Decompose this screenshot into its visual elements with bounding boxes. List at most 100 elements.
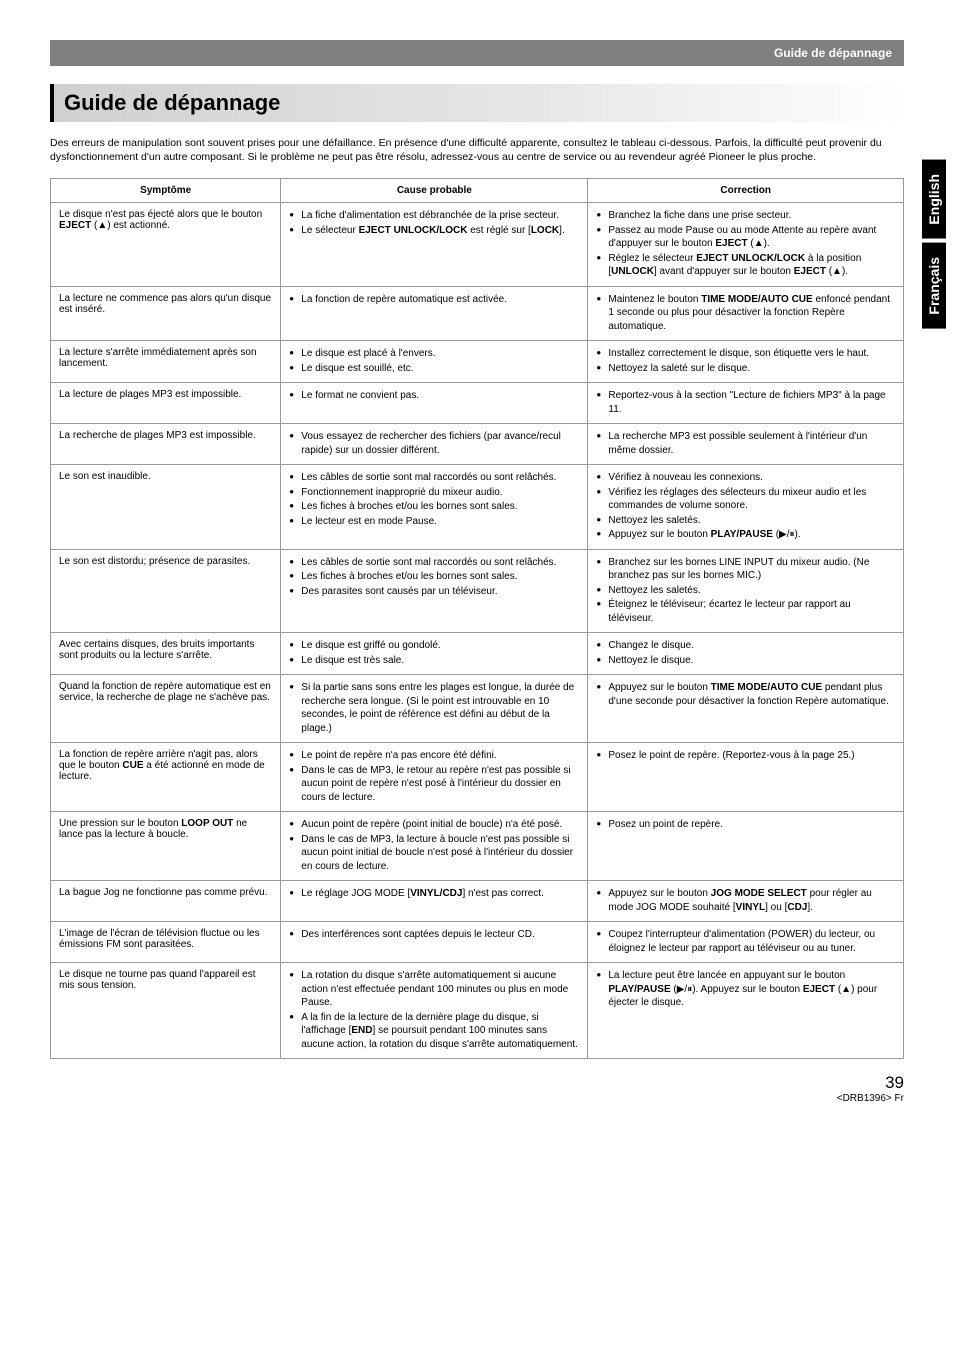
- list-item: Appuyez sur le bouton TIME MODE/AUTO CUE…: [608, 681, 895, 708]
- page-number: 39: [885, 1073, 904, 1092]
- list-item: Branchez sur les bornes LINE INPUT du mi…: [608, 556, 895, 583]
- list-item: Le disque est très sale.: [301, 654, 579, 668]
- page-footer: 39 <DRB1396> Fr: [50, 1073, 904, 1104]
- list-item: Passez au mode Pause ou au mode Attente …: [608, 224, 895, 251]
- list-item: Des parasites sont causés par un télévis…: [301, 585, 579, 599]
- list-item: La rotation du disque s'arrête automatiq…: [301, 969, 579, 1010]
- list-item: Le point de repère n'a pas encore été dé…: [301, 749, 579, 763]
- symptom-cell: La fonction de repère arrière n'agit pas…: [51, 743, 281, 812]
- doc-reference: <DRB1396> Fr: [837, 1093, 904, 1104]
- list-item: Les câbles de sortie sont mal raccordés …: [301, 556, 579, 570]
- list-item: Posez un point de repère.: [608, 818, 895, 832]
- symptom-cell: L'image de l'écran de télévision fluctue…: [51, 922, 281, 963]
- cause-cell: Si la partie sans sons entre les plages …: [281, 675, 588, 743]
- list-item: Branchez la fiche dans une prise secteur…: [608, 209, 895, 223]
- cause-cell: Le point de repère n'a pas encore été dé…: [281, 743, 588, 812]
- list-item: Les fiches à broches et/ou les bornes so…: [301, 570, 579, 584]
- language-tab-francais: Français: [922, 243, 946, 329]
- list-item: Posez le point de repère. (Reportez-vous…: [608, 749, 895, 763]
- list-item: Installez correctement le disque, son ét…: [608, 347, 895, 361]
- cause-cell: Le disque est griffé ou gondolé.Le disqu…: [281, 633, 588, 675]
- list-item: Le sélecteur EJECT UNLOCK/LOCK est réglé…: [301, 224, 579, 238]
- list-item: Le réglage JOG MODE [VINYL/CDJ] n'est pa…: [301, 887, 579, 901]
- list-item: Vérifiez les réglages des sélecteurs du …: [608, 486, 895, 513]
- list-item: Éteignez le téléviseur; écartez le lecte…: [608, 598, 895, 625]
- correction-cell: Branchez sur les bornes LINE INPUT du mi…: [588, 549, 904, 633]
- symptom-cell: Le disque n'est pas éjecté alors que le …: [51, 203, 281, 287]
- symptom-cell: La bague Jog ne fonctionne pas comme pré…: [51, 881, 281, 922]
- list-item: Nettoyez le disque.: [608, 654, 895, 668]
- table-row: La bague Jog ne fonctionne pas comme pré…: [51, 881, 904, 922]
- correction-cell: Branchez la fiche dans une prise secteur…: [588, 203, 904, 287]
- col-header-symptom: Symptôme: [51, 179, 281, 203]
- list-item: Vérifiez à nouveau les connexions.: [608, 471, 895, 485]
- correction-cell: Changez le disque.Nettoyez le disque.: [588, 633, 904, 675]
- list-item: Les câbles de sortie sont mal raccordés …: [301, 471, 579, 485]
- list-item: La lecture peut être lancée en appuyant …: [608, 969, 895, 1010]
- symptom-cell: Quand la fonction de repère automatique …: [51, 675, 281, 743]
- list-item: Changez le disque.: [608, 639, 895, 653]
- list-item: Appuyez sur le bouton PLAY/PAUSE (▶/⏸).: [608, 528, 895, 542]
- list-item: La fiche d'alimentation est débranchée d…: [301, 209, 579, 223]
- cause-cell: Vous essayez de rechercher des fichiers …: [281, 424, 588, 465]
- list-item: Dans le cas de MP3, la lecture à boucle …: [301, 833, 579, 874]
- cause-cell: Les câbles de sortie sont mal raccordés …: [281, 549, 588, 633]
- table-row: La lecture s'arrête immédiatement après …: [51, 341, 904, 383]
- correction-cell: Installez correctement le disque, son ét…: [588, 341, 904, 383]
- list-item: Nettoyez la saleté sur le disque.: [608, 362, 895, 376]
- symptom-cell: La recherche de plages MP3 est impossibl…: [51, 424, 281, 465]
- list-item: Le disque est souillé, etc.: [301, 362, 579, 376]
- list-item: Nettoyez les saletés.: [608, 584, 895, 598]
- correction-cell: Vérifiez à nouveau les connexions.Vérifi…: [588, 465, 904, 550]
- list-item: Aucun point de repère (point initial de …: [301, 818, 579, 832]
- language-tab-english: English: [922, 160, 946, 239]
- list-item: Le lecteur est en mode Pause.: [301, 515, 579, 529]
- list-item: Le disque est griffé ou gondolé.: [301, 639, 579, 653]
- page-title: Guide de dépannage: [50, 84, 904, 122]
- symptom-cell: Une pression sur le bouton LOOP OUT ne l…: [51, 812, 281, 881]
- table-row: Le son est distordu; présence de parasit…: [51, 549, 904, 633]
- correction-cell: Posez le point de repère. (Reportez-vous…: [588, 743, 904, 812]
- table-row: Avec certains disques, des bruits import…: [51, 633, 904, 675]
- correction-cell: Maintenez le bouton TIME MODE/AUTO CUE e…: [588, 286, 904, 341]
- list-item: Fonctionnement inapproprié du mixeur aud…: [301, 486, 579, 500]
- list-item: Si la partie sans sons entre les plages …: [301, 681, 579, 735]
- col-header-cause: Cause probable: [281, 179, 588, 203]
- list-item: A la fin de la lecture de la dernière pl…: [301, 1011, 579, 1052]
- list-item: La recherche MP3 est possible seulement …: [608, 430, 895, 457]
- correction-cell: La recherche MP3 est possible seulement …: [588, 424, 904, 465]
- table-row: La recherche de plages MP3 est impossibl…: [51, 424, 904, 465]
- table-row: La fonction de repère arrière n'agit pas…: [51, 743, 904, 812]
- correction-cell: La lecture peut être lancée en appuyant …: [588, 963, 904, 1059]
- symptom-cell: Le disque ne tourne pas quand l'appareil…: [51, 963, 281, 1059]
- list-item: Le format ne convient pas.: [301, 389, 579, 403]
- list-item: La fonction de repère automatique est ac…: [301, 293, 579, 307]
- list-item: Coupez l'interrupteur d'alimentation (PO…: [608, 928, 895, 955]
- intro-paragraph: Des erreurs de manipulation sont souvent…: [50, 136, 904, 164]
- table-row: La lecture de plages MP3 est impossible.…: [51, 383, 904, 424]
- table-row: Quand la fonction de repère automatique …: [51, 675, 904, 743]
- table-row: Le son est inaudible. Les câbles de sorti…: [51, 465, 904, 550]
- symptom-cell: Avec certains disques, des bruits import…: [51, 633, 281, 675]
- symptom-cell: Le son est inaudible.: [51, 465, 281, 550]
- section-header: Guide de dépannage: [50, 40, 904, 66]
- list-item: Vous essayez de rechercher des fichiers …: [301, 430, 579, 457]
- symptom-cell: La lecture s'arrête immédiatement après …: [51, 341, 281, 383]
- symptom-cell: La lecture ne commence pas alors qu'un d…: [51, 286, 281, 341]
- cause-cell: La fiche d'alimentation est débranchée d…: [281, 203, 588, 287]
- table-row: Le disque ne tourne pas quand l'appareil…: [51, 963, 904, 1059]
- list-item: Le disque est placé à l'envers.: [301, 347, 579, 361]
- symptom-cell: Le son est distordu; présence de parasit…: [51, 549, 281, 633]
- symptom-cell: La lecture de plages MP3 est impossible.: [51, 383, 281, 424]
- correction-cell: Reportez-vous à la section "Lecture de f…: [588, 383, 904, 424]
- list-item: Réglez le sélecteur EJECT UNLOCK/LOCK à …: [608, 252, 895, 279]
- list-item: Reportez-vous à la section "Lecture de f…: [608, 389, 895, 416]
- correction-cell: Posez un point de repère.: [588, 812, 904, 881]
- cause-cell: Le disque est placé à l'envers.Le disque…: [281, 341, 588, 383]
- col-header-correction: Correction: [588, 179, 904, 203]
- table-row: L'image de l'écran de télévision fluctue…: [51, 922, 904, 963]
- list-item: Des interférences sont captées depuis le…: [301, 928, 579, 942]
- list-item: Dans le cas de MP3, le retour au repère …: [301, 764, 579, 805]
- cause-cell: Le réglage JOG MODE [VINYL/CDJ] n'est pa…: [281, 881, 588, 922]
- table-row: La lecture ne commence pas alors qu'un d…: [51, 286, 904, 341]
